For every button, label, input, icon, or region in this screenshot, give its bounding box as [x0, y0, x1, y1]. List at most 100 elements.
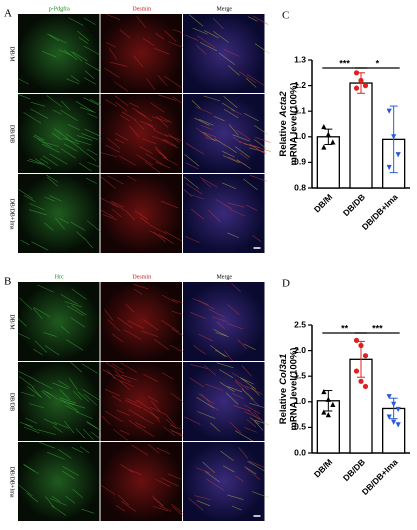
- fiber: [127, 175, 137, 182]
- fiber: [183, 188, 193, 197]
- fiber: [82, 389, 99, 400]
- fiber: [121, 111, 137, 121]
- fiber: [238, 447, 249, 459]
- fiber: [143, 418, 154, 425]
- fiber: [68, 17, 84, 26]
- fiber: [58, 380, 70, 388]
- fiber: [162, 295, 178, 304]
- fiber: [244, 427, 257, 433]
- fiber: [138, 426, 155, 437]
- fiber: [64, 420, 74, 434]
- fiber: [90, 431, 101, 440]
- fiber: [47, 33, 60, 42]
- data-point: [395, 152, 401, 158]
- fiber: [191, 100, 201, 109]
- fiber: [112, 376, 123, 383]
- fiber: [24, 423, 38, 431]
- fiber: [34, 158, 51, 170]
- fiber: [37, 429, 56, 435]
- fiber: [189, 194, 205, 200]
- fiber: [116, 409, 130, 416]
- x-tick-label: DB/M: [312, 457, 334, 479]
- fiber: [119, 430, 131, 435]
- fiber: [183, 176, 199, 189]
- fiber: [154, 338, 170, 351]
- fiber: [189, 377, 204, 388]
- fiber: [30, 101, 46, 107]
- fiber: [184, 154, 200, 167]
- fiber: [79, 162, 92, 172]
- micrograph: [183, 94, 265, 173]
- fiber: [134, 120, 145, 130]
- fiber: [164, 76, 182, 88]
- fiber: [248, 147, 267, 153]
- fiber: [17, 332, 31, 339]
- fiber: [149, 102, 165, 113]
- fiber: [18, 94, 31, 100]
- fiber: [55, 217, 65, 230]
- panel-label: A: [4, 8, 12, 20]
- fiber: [107, 175, 124, 185]
- fiber: [227, 65, 240, 76]
- fiber: [120, 114, 130, 122]
- fiber: [107, 137, 121, 149]
- fiber: [161, 477, 179, 487]
- fiber: [28, 158, 43, 165]
- fiber: [48, 34, 67, 44]
- fiber: [156, 447, 171, 455]
- fiber: [196, 396, 215, 409]
- fiber: [196, 45, 207, 55]
- fiber: [219, 382, 235, 393]
- fiber: [81, 508, 95, 514]
- fiber: [42, 155, 59, 166]
- fiber: [231, 372, 248, 383]
- fiber: [44, 196, 55, 202]
- fiber: [232, 393, 244, 399]
- fiber: [252, 15, 269, 25]
- fiber: [208, 403, 219, 411]
- fiber: [243, 404, 261, 415]
- fiber: [62, 137, 80, 145]
- fiber: [228, 124, 239, 136]
- fiber: [208, 209, 221, 223]
- fiber: [100, 152, 118, 158]
- fiber: [83, 428, 94, 440]
- fiber: [229, 421, 241, 433]
- fiber: [25, 417, 38, 424]
- fiber: [245, 204, 258, 211]
- fiber: [17, 318, 27, 327]
- fiber: [17, 484, 33, 497]
- fiber: [143, 374, 158, 383]
- fiber: [59, 399, 75, 405]
- fiber: [245, 467, 261, 480]
- fiber: [53, 425, 63, 433]
- fiber: [100, 209, 114, 218]
- fiber: [247, 460, 265, 472]
- fiber: [165, 418, 177, 430]
- row-label: DB/M: [9, 46, 15, 62]
- fiber: [227, 202, 245, 208]
- x-tick-label: DB/DB: [341, 192, 367, 218]
- fiber: [18, 189, 33, 199]
- fiber: [63, 143, 78, 152]
- fiber: [129, 125, 139, 137]
- fiber: [144, 161, 161, 174]
- fiber: [29, 209, 47, 216]
- fiber: [123, 329, 142, 340]
- fiber: [197, 411, 216, 419]
- fiber: [83, 17, 96, 25]
- data-point: [321, 388, 327, 395]
- column-label: p-Pdgfra: [49, 5, 70, 12]
- fiber: [46, 174, 59, 183]
- fiber: [246, 74, 266, 87]
- fiber: [86, 177, 97, 184]
- fiber: [155, 116, 169, 128]
- fiber: [32, 386, 42, 398]
- fiber: [53, 421, 70, 429]
- fiber: [106, 42, 116, 48]
- fiber: [225, 392, 239, 405]
- fiber: [132, 107, 147, 117]
- fiber: [254, 125, 269, 135]
- fiber: [243, 112, 259, 122]
- fiber: [142, 38, 155, 46]
